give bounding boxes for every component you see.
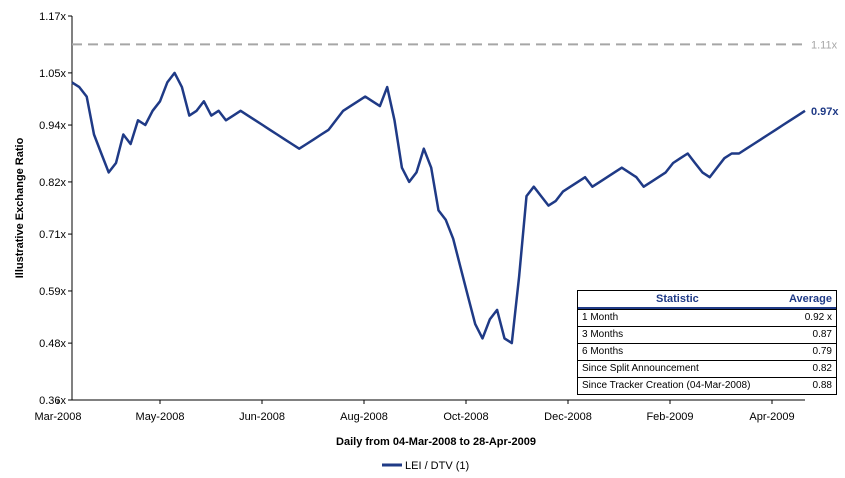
- row-label: 1 Month: [582, 312, 619, 323]
- y-tick-label: 1.17x: [39, 11, 66, 23]
- y-tick-label: 0.94x: [39, 120, 66, 132]
- y-tick-label: 0.36x: [39, 395, 66, 407]
- statistic-header: Statistic: [656, 293, 699, 305]
- table-row: 1 Month 0.92 x: [578, 309, 836, 326]
- x-axis-label: Daily from 04-Mar-2008 to 28-Apr-2009: [336, 436, 536, 448]
- y-tick-label: 0.48x: [39, 338, 66, 350]
- average-header: Average: [788, 293, 832, 305]
- legend-label: LEI / DTV (1): [405, 460, 469, 472]
- row-label: Since Split Announcement: [582, 363, 699, 374]
- row-label: Since Tracker Creation (04-Mar-2008): [582, 380, 751, 391]
- y-tick-label: 1.05x: [39, 68, 66, 80]
- series-end-label: 0.97x: [811, 106, 839, 118]
- row-value: 0.92 x: [804, 312, 832, 323]
- statistics-table-header: Statistic Average: [578, 291, 836, 309]
- row-label: 6 Months: [582, 346, 624, 357]
- x-tick-label: Apr-2009: [749, 411, 794, 423]
- y-tick-label: 0.71x: [39, 229, 66, 241]
- x-tick-label: Oct-2008: [443, 411, 488, 423]
- exchange-ratio-line: [71, 71, 806, 345]
- x-tick-label: Dec-2008: [544, 411, 592, 423]
- row-value: 0.88: [812, 380, 832, 391]
- table-row: 6 Months 0.79: [578, 343, 836, 360]
- row-value: 0.87: [812, 329, 832, 340]
- table-row: Since Split Announcement 0.82: [578, 360, 836, 377]
- y-axis-label: Illustrative Exchange Ratio: [14, 137, 26, 278]
- row-label: 3 Months: [582, 329, 624, 340]
- x-tick-label: Feb-2009: [646, 411, 693, 423]
- row-value: 0.79: [812, 346, 832, 357]
- y-tick-label: 0.59x: [39, 286, 66, 298]
- x-tick-label: Aug-2008: [340, 411, 388, 423]
- y-tick-label: 0.82x: [39, 177, 66, 189]
- x-tick-label: Jun-2008: [239, 411, 285, 423]
- table-row: Since Tracker Creation (04-Mar-2008) 0.8…: [578, 377, 836, 394]
- statistics-table: Statistic Average 1 Month 0.92 x 3 Month…: [577, 290, 837, 395]
- x-tick-label: May-2008: [136, 411, 185, 423]
- table-row: 3 Months 0.87: [578, 326, 836, 343]
- row-value: 0.82: [812, 363, 832, 374]
- x-tick-label: Mar-2008: [34, 411, 81, 423]
- reference-end-label: 1.11x: [811, 39, 838, 51]
